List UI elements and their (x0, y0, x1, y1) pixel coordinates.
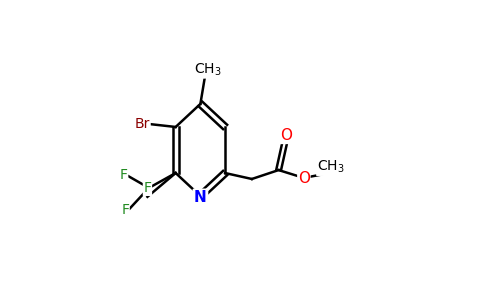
Text: O: O (298, 172, 310, 187)
Text: CH$_3$: CH$_3$ (194, 61, 222, 78)
Text: F: F (143, 181, 151, 195)
Text: Br: Br (135, 117, 150, 131)
Text: F: F (121, 203, 129, 217)
Text: O: O (280, 128, 292, 143)
Text: CH$_3$: CH$_3$ (317, 159, 345, 175)
Text: F: F (120, 167, 128, 182)
Text: N: N (194, 190, 207, 205)
